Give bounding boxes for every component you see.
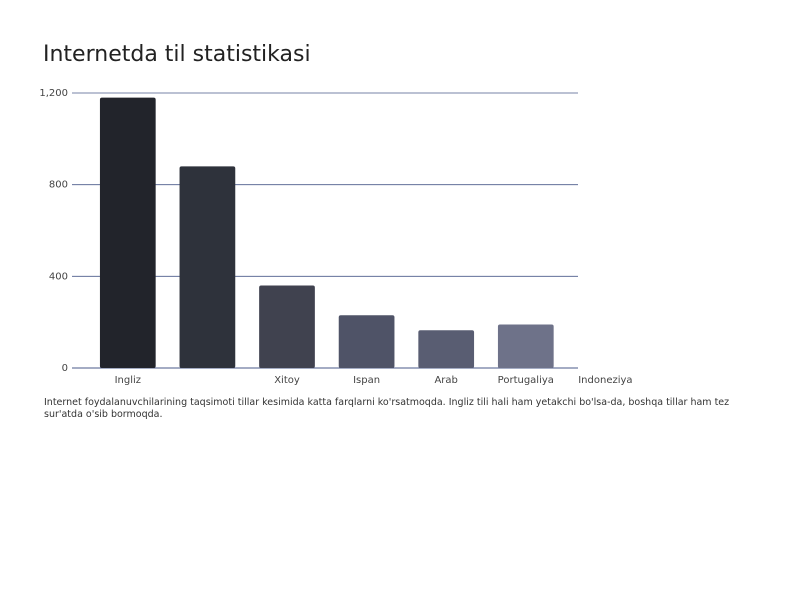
- x-tick-label: Xitoy: [274, 375, 300, 386]
- y-tick-label: 0: [62, 363, 68, 374]
- x-tick-label: Arab: [434, 375, 457, 386]
- chart: Internetda til statistikasi 0 400 800 1,200…: [39, 42, 632, 386]
- bar: [179, 166, 236, 368]
- bar: [497, 324, 554, 368]
- bar: [259, 285, 315, 368]
- chart-description: Internet foydalanuvchilarining taqsimoti…: [44, 397, 730, 420]
- bar: [418, 330, 475, 368]
- x-tick-label: Indoneziya: [578, 375, 632, 386]
- x-tick-label: Ispan: [353, 375, 380, 386]
- y-tick-label: 400: [49, 271, 68, 282]
- y-tick-label: 1,200: [39, 88, 68, 99]
- y-tick-label: 800: [49, 180, 68, 191]
- bar: [338, 315, 395, 368]
- x-tick-label: Ingliz: [115, 375, 141, 386]
- x-tick-label: Portugaliya: [498, 375, 554, 386]
- chart-title: Internetda til statistikasi: [43, 42, 311, 67]
- bar: [99, 97, 156, 368]
